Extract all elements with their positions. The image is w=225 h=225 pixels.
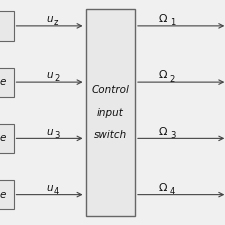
Bar [0, 124, 14, 153]
Text: Ω: Ω [159, 14, 167, 24]
Text: 4: 4 [170, 187, 175, 196]
Text: 2: 2 [54, 74, 59, 83]
Text: Ω: Ω [159, 70, 167, 80]
Bar [0, 180, 14, 209]
Text: e: e [0, 77, 6, 87]
Text: u: u [46, 183, 53, 193]
Bar [0, 68, 14, 97]
Text: 3: 3 [170, 131, 175, 140]
Text: u: u [46, 70, 53, 80]
Text: 1: 1 [170, 18, 175, 27]
Text: 4: 4 [54, 187, 59, 196]
Text: switch: switch [94, 130, 127, 140]
Text: u: u [46, 14, 53, 24]
Text: z: z [54, 18, 58, 27]
Bar [86, 9, 135, 216]
Text: 3: 3 [54, 130, 59, 140]
Text: e: e [0, 190, 6, 200]
Text: Ω: Ω [159, 127, 167, 137]
Text: Control: Control [91, 85, 129, 95]
Text: e: e [0, 133, 6, 143]
Text: 2: 2 [170, 75, 175, 84]
Text: input: input [97, 108, 124, 117]
Text: Ω: Ω [159, 183, 167, 193]
Bar [0, 11, 14, 40]
Text: u: u [46, 127, 53, 137]
